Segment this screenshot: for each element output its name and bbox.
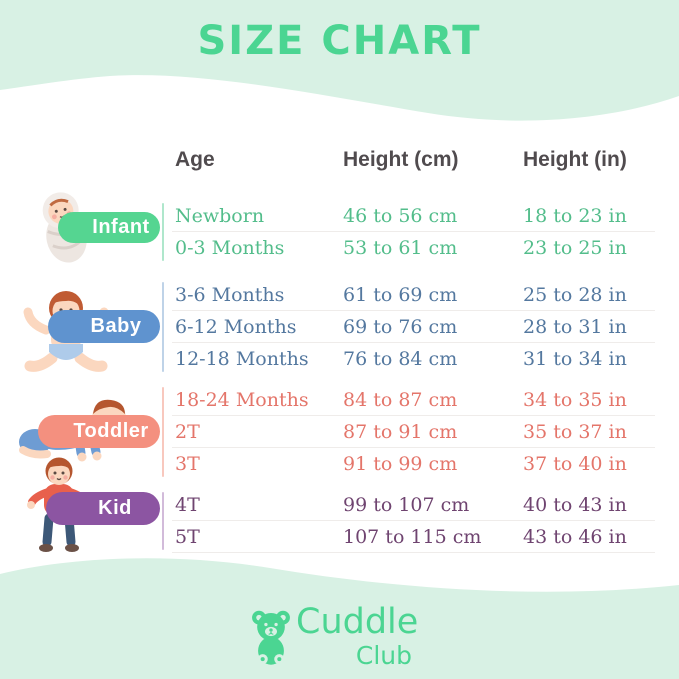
- group-badge-infant: Infant: [58, 212, 160, 243]
- brand-name-line2: Club: [355, 641, 412, 670]
- row-divider: [172, 342, 655, 343]
- age-cell: 6-12 Months: [175, 316, 297, 338]
- age-cell: 2T: [175, 421, 200, 443]
- height-in-cell: 35 to 37 in: [523, 421, 627, 443]
- height-cm-cell: 87 to 91 cm: [343, 421, 458, 443]
- height-in-cell: 43 to 46 in: [523, 526, 627, 548]
- row-divider: [172, 415, 655, 416]
- col-header-height-in: Height (in): [523, 148, 627, 171]
- height-cm-cell: 53 to 61 cm: [343, 237, 458, 259]
- row-divider: [172, 447, 655, 448]
- table-row: 4T 99 to 107 cm 40 to 43 in: [0, 489, 679, 521]
- group-accent-line-kid: [162, 492, 164, 550]
- group-badge-toddler: Toddler: [38, 415, 160, 448]
- table-row: Newborn 46 to 56 cm 18 to 23 in: [0, 200, 679, 232]
- height-cm-cell: 61 to 69 cm: [343, 284, 458, 306]
- age-cell: 18-24 Months: [175, 389, 309, 411]
- height-in-cell: 37 to 40 in: [523, 453, 627, 475]
- group-badge-kid: Kid: [46, 492, 160, 525]
- group-accent-line-baby: [162, 282, 164, 372]
- table-row: 6-12 Months 69 to 76 cm 28 to 31 in: [0, 311, 679, 343]
- row-divider: [172, 310, 655, 311]
- group-label-baby: Baby: [90, 315, 142, 337]
- table-row: 0-3 Months 53 to 61 cm 23 to 25 in: [0, 232, 679, 264]
- age-cell: 3T: [175, 453, 200, 475]
- group-accent-line-infant: [162, 203, 164, 261]
- age-cell: 4T: [175, 494, 200, 516]
- col-header-age: Age: [175, 148, 215, 171]
- group-label-kid: Kid: [98, 497, 132, 519]
- age-cell: 5T: [175, 526, 200, 548]
- page-title: SIZE CHART: [197, 18, 482, 64]
- row-divider: [172, 520, 655, 521]
- height-in-cell: 40 to 43 in: [523, 494, 627, 516]
- group-label-infant: Infant: [92, 216, 150, 238]
- height-in-cell: 28 to 31 in: [523, 316, 627, 338]
- height-cm-cell: 76 to 84 cm: [343, 348, 458, 370]
- table-row: 18-24 Months 84 to 87 cm 34 to 35 in: [0, 384, 679, 416]
- table-row: 3T 91 to 99 cm 37 to 40 in: [0, 448, 679, 480]
- age-cell: 12-18 Months: [175, 348, 309, 370]
- group-badge-baby: Baby: [48, 310, 160, 343]
- row-divider: [172, 231, 655, 232]
- height-cm-cell: 91 to 99 cm: [343, 453, 458, 475]
- height-cm-cell: 107 to 115 cm: [343, 526, 482, 548]
- bottom-wave-decoration: [0, 558, 679, 679]
- height-in-cell: 18 to 23 in: [523, 205, 627, 227]
- teddy-bear-icon: [252, 610, 290, 665]
- height-cm-cell: 69 to 76 cm: [343, 316, 458, 338]
- height-cm-cell: 99 to 107 cm: [343, 494, 470, 516]
- height-cm-cell: 46 to 56 cm: [343, 205, 458, 227]
- brand-name-line1: Cuddle: [296, 602, 419, 642]
- height-in-cell: 31 to 34 in: [523, 348, 627, 370]
- table-row: 3-6 Months 61 to 69 cm 25 to 28 in: [0, 279, 679, 311]
- group-accent-line-toddler: [162, 387, 164, 477]
- height-in-cell: 25 to 28 in: [523, 284, 627, 306]
- age-cell: 0-3 Months: [175, 237, 285, 259]
- age-cell: Newborn: [175, 205, 265, 227]
- top-wave-decoration: [0, 0, 679, 121]
- height-in-cell: 23 to 25 in: [523, 237, 627, 259]
- table-row: 5T 107 to 115 cm 43 to 46 in: [0, 521, 679, 553]
- group-label-toddler: Toddler: [73, 420, 149, 442]
- table-row: 12-18 Months 76 to 84 cm 31 to 34 in: [0, 343, 679, 375]
- age-cell: 3-6 Months: [175, 284, 285, 306]
- table-row: 2T 87 to 91 cm 35 to 37 in: [0, 416, 679, 448]
- height-cm-cell: 84 to 87 cm: [343, 389, 458, 411]
- row-divider: [172, 552, 655, 553]
- col-header-height-cm: Height (cm): [343, 148, 459, 171]
- height-in-cell: 34 to 35 in: [523, 389, 627, 411]
